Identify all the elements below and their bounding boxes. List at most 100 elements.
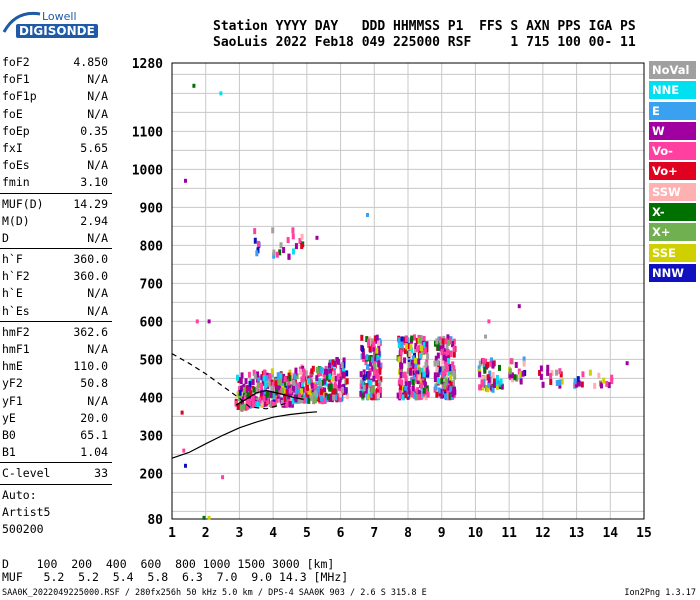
echo-point bbox=[268, 401, 272, 408]
x-tick-label: 7 bbox=[370, 526, 378, 541]
legend-item-vo-: Vo+ bbox=[649, 162, 696, 181]
echo-point bbox=[407, 380, 411, 387]
x-tick-label: 3 bbox=[236, 526, 244, 541]
echo-point bbox=[192, 83, 196, 88]
echo-point bbox=[282, 390, 286, 397]
echo-point bbox=[445, 343, 449, 350]
echo-point bbox=[423, 348, 427, 355]
echo-point bbox=[236, 374, 240, 381]
echo-point bbox=[538, 369, 542, 376]
param-name: foF1 bbox=[2, 72, 30, 87]
echo-point bbox=[446, 358, 450, 365]
echo-point bbox=[345, 370, 349, 377]
file-info: SAA0K_2022049225000.RSF / 280fx256h 50 k… bbox=[2, 588, 427, 598]
echo-point bbox=[403, 371, 407, 378]
echo-point bbox=[287, 253, 291, 260]
echo-point bbox=[324, 392, 328, 399]
echo-point bbox=[478, 360, 482, 367]
echo-point bbox=[500, 383, 504, 390]
echo-point bbox=[433, 376, 437, 383]
echo-point bbox=[239, 378, 243, 385]
param-name: h`E bbox=[2, 286, 23, 301]
echo-point bbox=[625, 361, 629, 366]
y-tick-label: 400 bbox=[140, 391, 164, 406]
echo-point bbox=[416, 345, 420, 352]
param-name: fmin bbox=[2, 175, 30, 190]
echo-point bbox=[271, 227, 275, 234]
echo-point bbox=[244, 404, 248, 411]
echo-point bbox=[413, 392, 417, 399]
echo-point bbox=[441, 358, 445, 365]
echo-point bbox=[420, 382, 424, 389]
echo-point bbox=[263, 390, 267, 397]
echo-point bbox=[279, 242, 283, 249]
echo-point bbox=[259, 392, 263, 399]
y-tick-label: 1000 bbox=[132, 163, 163, 178]
echo-point bbox=[365, 382, 369, 389]
echo-point bbox=[275, 396, 279, 403]
echo-point bbox=[258, 396, 262, 403]
echo-point bbox=[240, 401, 244, 408]
echo-point bbox=[440, 349, 444, 356]
echo-point bbox=[414, 361, 418, 368]
param-name: B0 bbox=[2, 427, 16, 442]
echo-point bbox=[523, 369, 527, 376]
echo-point bbox=[296, 382, 300, 389]
echo-point bbox=[397, 342, 401, 349]
echo-point bbox=[234, 400, 238, 407]
echo-point bbox=[379, 386, 383, 393]
echo-point bbox=[610, 374, 614, 381]
echo-point bbox=[221, 475, 225, 480]
echo-point bbox=[449, 370, 453, 377]
echo-point bbox=[438, 336, 442, 343]
echo-point bbox=[414, 367, 418, 374]
echo-point bbox=[345, 393, 349, 400]
echo-point bbox=[605, 380, 609, 387]
echo-point bbox=[367, 341, 371, 348]
echo-point bbox=[451, 391, 455, 398]
echo-point bbox=[321, 398, 325, 405]
echo-point bbox=[436, 343, 440, 350]
param-value: N/A bbox=[87, 106, 108, 121]
param-row: yF2 50.8 bbox=[0, 375, 112, 392]
param-row: foF1 N/A bbox=[0, 71, 112, 88]
echo-point bbox=[268, 372, 272, 379]
echo-point bbox=[406, 350, 410, 357]
echo-point bbox=[434, 355, 438, 362]
echo-point bbox=[436, 352, 440, 359]
echo-point bbox=[331, 375, 335, 382]
param-value: 362.6 bbox=[73, 324, 108, 339]
echo-point bbox=[407, 388, 411, 395]
echo-point bbox=[270, 385, 274, 392]
echo-point bbox=[304, 386, 308, 393]
echo-point bbox=[239, 404, 243, 411]
param-name: foF1p bbox=[2, 89, 37, 104]
echo-point bbox=[444, 338, 448, 345]
echo-point bbox=[265, 391, 269, 398]
echo-point bbox=[288, 369, 292, 376]
param-separator bbox=[0, 192, 112, 194]
echo-point bbox=[408, 369, 412, 376]
echo-point bbox=[491, 372, 495, 379]
echo-point bbox=[252, 369, 256, 376]
echo-point bbox=[558, 382, 562, 389]
echo-point bbox=[183, 178, 187, 183]
echo-point bbox=[577, 380, 581, 387]
echo-point bbox=[300, 376, 304, 383]
echo-point bbox=[246, 384, 250, 391]
echo-point bbox=[376, 373, 380, 380]
x-tick-label: 13 bbox=[569, 526, 585, 541]
echo-point bbox=[437, 387, 441, 394]
echo-point bbox=[366, 393, 370, 400]
echo-point bbox=[539, 373, 543, 380]
param-name: hmF1 bbox=[2, 342, 30, 356]
echo-point bbox=[371, 394, 375, 401]
echo-point bbox=[546, 369, 550, 376]
echo-point bbox=[322, 378, 326, 385]
echo-point bbox=[404, 375, 408, 382]
y-tick-label: 800 bbox=[140, 239, 164, 254]
x-tick-label: 8 bbox=[404, 526, 412, 541]
echo-point bbox=[287, 379, 291, 386]
echo-point bbox=[317, 396, 321, 403]
echo-point bbox=[248, 381, 252, 388]
